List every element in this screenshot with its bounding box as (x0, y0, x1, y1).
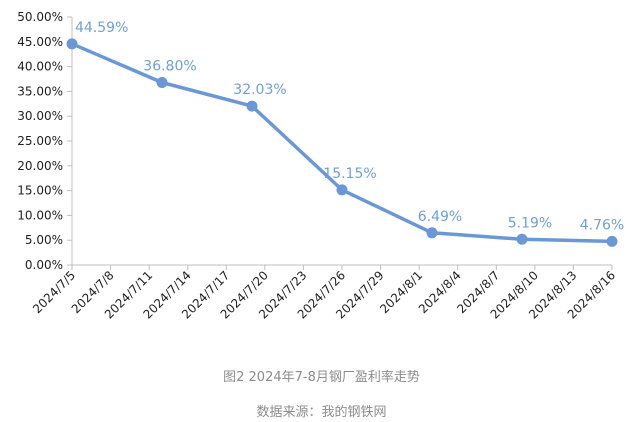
data-point (606, 235, 618, 247)
data-label: 6.49% (418, 209, 462, 225)
data-points (66, 38, 618, 247)
data-point (516, 233, 528, 245)
y-tick-label: 25.00% (17, 134, 63, 148)
data-point (156, 76, 168, 88)
y-tick-label: 50.00% (17, 10, 63, 24)
y-tick-label: 30.00% (17, 109, 63, 123)
y-tick-label: 40.00% (17, 60, 63, 74)
data-label: 5.19% (508, 215, 552, 231)
data-point (246, 100, 258, 112)
data-labels: 44.59% 36.80% 32.03% 15.15% 6.49% 5.19% 4.76% (75, 20, 624, 234)
y-tick-label: 15.00% (17, 184, 63, 198)
figure-caption: 图2 2024年7-8月钢厂盈利率走势 (223, 370, 420, 385)
data-label: 32.03% (233, 82, 286, 98)
data-label: 4.76% (580, 217, 624, 233)
source-note: 数据来源：我的钢铁网 (256, 405, 387, 420)
y-tick-label: 10.00% (17, 208, 63, 222)
data-label: 44.59% (75, 20, 128, 36)
y-tick-label: 0.00% (25, 258, 63, 272)
data-point (66, 38, 78, 50)
data-point (336, 184, 348, 196)
y-tick-label: 35.00% (17, 84, 63, 98)
data-label: 36.80% (143, 58, 196, 74)
data-label: 15.15% (323, 166, 376, 182)
line-chart: 0.00% 5.00% 10.00% 15.00% 20.00% 25.00% 30.00%… (17, 10, 624, 322)
y-tick-label: 45.00% (17, 35, 63, 49)
data-point (426, 227, 438, 239)
y-axis-ticks: 0.00% 5.00% 10.00% 15.00% 20.00% 25.00% 30.00%… (17, 10, 72, 272)
y-tick-label: 5.00% (25, 233, 63, 247)
x-axis-ticks: 2024/7/52024/7/82024/7/112024/7/142024/7… (30, 265, 618, 322)
y-tick-label: 20.00% (17, 159, 63, 173)
